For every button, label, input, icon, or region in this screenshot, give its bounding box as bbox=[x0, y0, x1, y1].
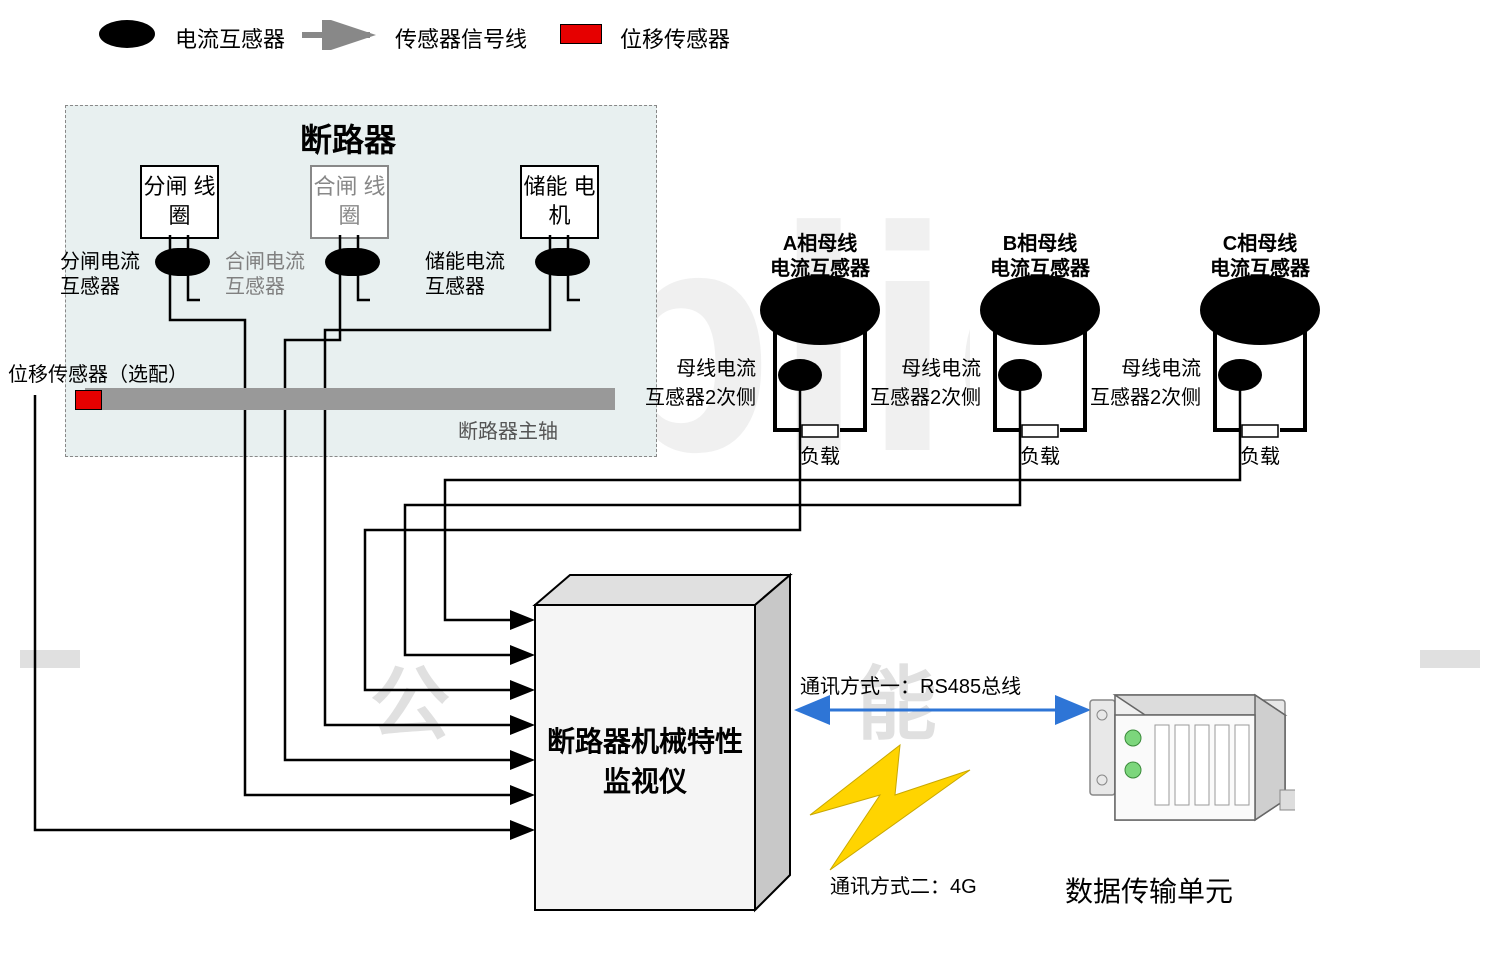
close-ct-label: 合闸电流 互感器 bbox=[225, 250, 305, 300]
disp-sensor-label: 位移传感器（选配） bbox=[8, 358, 188, 387]
bus-c-load: 负载 bbox=[1240, 440, 1280, 469]
dtu-icon bbox=[1085, 680, 1295, 830]
bus-a-load: 负载 bbox=[800, 440, 840, 469]
legend-ct-label: 电流互感器 bbox=[175, 22, 285, 54]
legend-disp-label: 位移传感器 bbox=[620, 22, 730, 54]
watermark-bar-right bbox=[1420, 650, 1480, 668]
legend-arrow-icon bbox=[300, 20, 380, 50]
bus-c-side: 母线电流 互感器2次侧 bbox=[1090, 352, 1201, 410]
close-ct-icon bbox=[325, 248, 380, 276]
motor-ct-label: 储能电流 互感器 bbox=[425, 250, 505, 300]
motor-box: 储能 电机 bbox=[520, 165, 599, 239]
diagram-canvas: 公 众 智 能 电流互感器 传感器信号线 位移传感器 断路器 分闸 线圈 合闸 … bbox=[0, 0, 1492, 980]
bus-b-load: 负载 bbox=[1020, 440, 1060, 469]
breaker-title: 断路器 bbox=[300, 115, 396, 161]
bus-b-side: 母线电流 互感器2次侧 bbox=[870, 352, 981, 410]
open-ct-label: 分闸电流 互感器 bbox=[60, 250, 140, 300]
breaker-shaft bbox=[85, 388, 615, 410]
watermark-bar-left bbox=[20, 650, 80, 668]
open-coil-box: 分闸 线圈 bbox=[140, 165, 219, 239]
monitor-title: 断路器机械特性 监视仪 bbox=[545, 720, 745, 800]
bus-b-top: B相母线 电流互感器 bbox=[990, 232, 1090, 282]
bus-a-top: A相母线 电流互感器 bbox=[770, 232, 870, 282]
open-ct-icon bbox=[155, 248, 210, 276]
close-coil-box: 合闸 线圈 bbox=[310, 165, 389, 239]
comm-rs485-label: 通讯方式一：RS485总线 bbox=[800, 670, 1021, 699]
legend-ct-icon bbox=[95, 18, 160, 50]
disp-sensor-icon bbox=[75, 390, 102, 410]
comm-4g-label: 通讯方式二：4G bbox=[830, 870, 977, 899]
motor-ct-icon bbox=[535, 248, 590, 276]
bus-a-side: 母线电流 互感器2次侧 bbox=[645, 352, 756, 410]
legend-signal-label: 传感器信号线 bbox=[395, 22, 527, 54]
shaft-label: 断路器主轴 bbox=[458, 415, 558, 444]
legend-disp-icon bbox=[560, 24, 602, 44]
dtu-label: 数据传输单元 bbox=[1065, 870, 1233, 910]
bus-c-top: C相母线 电流互感器 bbox=[1210, 232, 1310, 282]
